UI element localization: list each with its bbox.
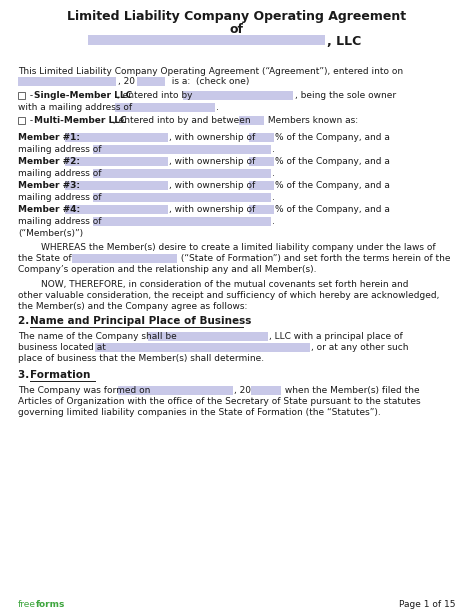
Text: business located at: business located at [18, 343, 109, 352]
Text: the Member(s) and the Company agree as follows:: the Member(s) and the Company agree as f… [18, 302, 247, 311]
Text: (“State of Formation”) and set forth the terms herein of the: (“State of Formation”) and set forth the… [178, 254, 450, 263]
FancyBboxPatch shape [65, 157, 168, 165]
Text: is a:  (check one): is a: (check one) [166, 77, 249, 86]
Text: , being the sole owner: , being the sole owner [295, 91, 396, 100]
FancyBboxPatch shape [183, 91, 293, 100]
Text: -: - [27, 91, 36, 100]
Text: Name and Principal Place of Business: Name and Principal Place of Business [30, 316, 251, 326]
Text: mailing address of: mailing address of [18, 145, 104, 154]
Text: WHEREAS the Member(s) desire to create a limited liability company under the law: WHEREAS the Member(s) desire to create a… [18, 243, 436, 252]
Text: , 20: , 20 [118, 77, 135, 86]
Text: , LLC with a principal place of: , LLC with a principal place of [269, 332, 403, 341]
FancyBboxPatch shape [93, 169, 271, 178]
Text: Members known as:: Members known as: [265, 116, 358, 125]
Text: The Company was formed on: The Company was formed on [18, 386, 153, 395]
Text: % of the Company, and a: % of the Company, and a [275, 181, 390, 190]
Text: Page 1 of 15: Page 1 of 15 [400, 600, 456, 609]
Bar [18, 117, 25, 124]
Text: This Limited Liability Company Operating Agreement (“Agreement”), entered into o: This Limited Liability Company Operating… [18, 67, 403, 76]
Text: mailing address of: mailing address of [18, 217, 104, 226]
FancyBboxPatch shape [137, 77, 165, 85]
Text: mailing address of: mailing address of [18, 169, 104, 178]
Text: when the Member(s) filed the: when the Member(s) filed the [282, 386, 419, 395]
FancyBboxPatch shape [72, 254, 177, 263]
FancyBboxPatch shape [93, 193, 271, 202]
FancyBboxPatch shape [93, 217, 271, 226]
FancyBboxPatch shape [249, 157, 274, 165]
Text: the State of: the State of [18, 254, 74, 263]
Text: Formation: Formation [30, 370, 91, 380]
Text: Limited Liability Company Operating Agreement: Limited Liability Company Operating Agre… [67, 10, 407, 23]
Text: -: - [27, 116, 36, 125]
FancyBboxPatch shape [249, 133, 274, 141]
Text: .: . [272, 169, 275, 178]
Text: free: free [18, 600, 36, 609]
Text: , entered into by: , entered into by [117, 91, 195, 100]
Text: Member #3:: Member #3: [18, 181, 80, 190]
Text: forms: forms [36, 600, 65, 609]
Text: , or at any other such: , or at any other such [311, 343, 409, 352]
Text: , LLC: , LLC [327, 35, 361, 48]
Text: , 20: , 20 [234, 386, 251, 395]
FancyBboxPatch shape [95, 343, 310, 352]
FancyBboxPatch shape [251, 386, 281, 394]
FancyBboxPatch shape [249, 181, 274, 189]
Text: % of the Company, and a: % of the Company, and a [275, 133, 390, 142]
Bar [18, 92, 25, 99]
FancyBboxPatch shape [18, 77, 116, 85]
Text: Multi-Member LLC: Multi-Member LLC [34, 116, 127, 125]
Text: other valuable consideration, the receipt and sufficiency of which hereby are ac: other valuable consideration, the receip… [18, 291, 439, 300]
Text: .: . [272, 145, 275, 154]
Text: , with ownership of: , with ownership of [169, 133, 258, 142]
Text: % of the Company, and a: % of the Company, and a [275, 205, 390, 214]
Text: with a mailing address of: with a mailing address of [18, 103, 135, 112]
Text: , with ownership of: , with ownership of [169, 181, 258, 190]
FancyBboxPatch shape [239, 116, 264, 124]
FancyBboxPatch shape [93, 145, 271, 154]
Text: , entered into by and between: , entered into by and between [113, 116, 254, 125]
Text: Member #4:: Member #4: [18, 205, 80, 214]
Text: mailing address of: mailing address of [18, 193, 104, 202]
FancyBboxPatch shape [118, 386, 233, 394]
Text: Member #1:: Member #1: [18, 133, 80, 142]
Text: , with ownership of: , with ownership of [169, 157, 258, 166]
Text: (“Member(s)”): (“Member(s)”) [18, 229, 83, 238]
Text: Company’s operation and the relationship any and all Member(s).: Company’s operation and the relationship… [18, 265, 317, 274]
Text: Member #2:: Member #2: [18, 157, 80, 166]
FancyBboxPatch shape [65, 205, 168, 213]
Text: of: of [230, 23, 244, 36]
Text: governing limited liability companies in the State of Formation (the “Statutes”): governing limited liability companies in… [18, 408, 381, 417]
Text: Articles of Organization with the office of the Secretary of State pursuant to t: Articles of Organization with the office… [18, 397, 420, 406]
Text: Single-Member LLC: Single-Member LLC [34, 91, 132, 100]
FancyBboxPatch shape [65, 133, 168, 141]
Text: place of business that the Member(s) shall determine.: place of business that the Member(s) sha… [18, 354, 264, 363]
FancyBboxPatch shape [148, 332, 268, 341]
FancyBboxPatch shape [249, 205, 274, 213]
Text: .: . [272, 217, 275, 226]
Text: The name of the Company shall be: The name of the Company shall be [18, 332, 180, 341]
Text: 3.: 3. [18, 370, 36, 380]
Text: .: . [272, 193, 275, 202]
Text: .: . [216, 103, 219, 112]
Text: , with ownership of: , with ownership of [169, 205, 258, 214]
FancyBboxPatch shape [115, 103, 215, 111]
Text: NOW, THEREFORE, in consideration of the mutual covenants set forth herein and: NOW, THEREFORE, in consideration of the … [18, 280, 409, 289]
Text: 2.: 2. [18, 316, 36, 326]
Text: % of the Company, and a: % of the Company, and a [275, 157, 390, 166]
FancyBboxPatch shape [88, 35, 325, 45]
FancyBboxPatch shape [65, 181, 168, 189]
